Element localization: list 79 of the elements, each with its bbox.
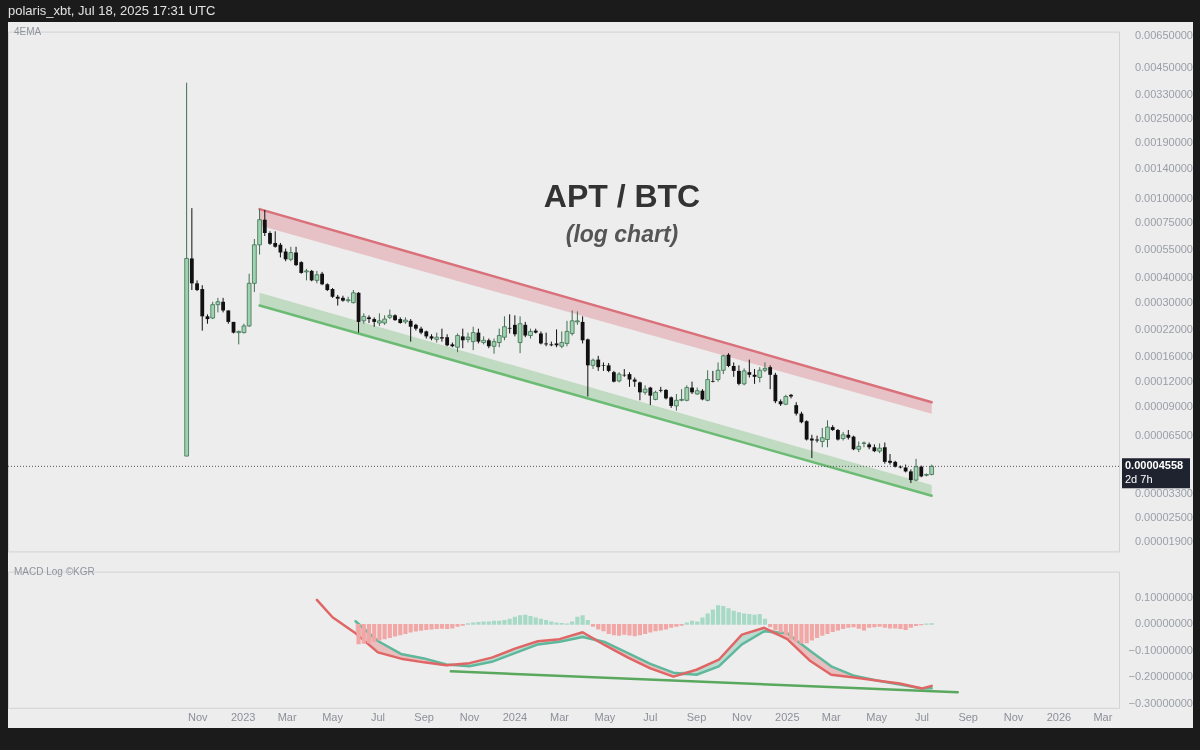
candlestick: [737, 364, 741, 386]
candlestick: [262, 209, 267, 237]
bar: [814, 624, 820, 638]
y-tick-label: 0.00009000: [1134, 400, 1193, 413]
candlestick: [648, 386, 653, 406]
y-tick-label: 0.00040000: [1134, 271, 1193, 283]
x-tick-label: May: [322, 711, 344, 724]
chart-title: MACD Log ©KGR: [14, 566, 95, 577]
bar: [715, 605, 721, 625]
x-tick-label: 2024: [502, 711, 528, 724]
y-tick-label: 0.00012000: [1134, 375, 1193, 388]
y-tick-label: 0.00001900: [1134, 535, 1193, 548]
x-tick-label: 2026: [1046, 711, 1072, 724]
y-tick-label: 0.00450000: [1134, 61, 1193, 74]
x-tick-label: 2023: [230, 711, 256, 724]
bar: [762, 618, 768, 625]
bar: [689, 620, 695, 625]
candlestick: [460, 328, 465, 349]
x-tick-label: Mar: [550, 711, 570, 724]
candlestick: [544, 332, 549, 347]
y-tick-label: 0.00022000: [1134, 322, 1193, 335]
y-tick-label: 0.00016000: [1134, 350, 1193, 363]
bar: [788, 624, 794, 640]
candlestick: [601, 361, 606, 372]
y-tick-label: 0.00190000: [1134, 135, 1193, 148]
bar: [366, 624, 372, 644]
candlestick: [512, 314, 517, 337]
y-tick-label: 0.00075000: [1134, 216, 1193, 229]
annotation: 4EMA: [14, 26, 42, 37]
candlestick: [768, 364, 773, 390]
bar: [538, 618, 544, 625]
x-tick-label: May: [594, 711, 616, 724]
ref-line-label: 0.00004558: [1125, 459, 1184, 472]
x-tick-label: Nov: [1003, 711, 1024, 724]
y-tick-label: 0.00002500: [1134, 511, 1193, 524]
text: APT / BTC: [542, 178, 702, 215]
x-tick-label: May: [866, 711, 888, 724]
text: polaris_xbt, Jul 18, 2025 17:31 UTC: [8, 3, 216, 18]
candlestick: [642, 384, 648, 396]
y-tick-label: −0.20000000: [1128, 670, 1193, 683]
candlestick: [705, 369, 710, 402]
y-tick-label: 0.00003300: [1134, 487, 1193, 500]
text: 2d 7h: [1125, 473, 1153, 486]
y-tick-label: 0.00000000: [1134, 617, 1193, 630]
y-tick-label: 0.00006500: [1134, 428, 1193, 441]
x-tick-label: Sep: [958, 711, 978, 724]
x-tick-label: Jul: [643, 711, 658, 724]
y-tick-label: 0.00650000: [1134, 29, 1193, 42]
y-tick-label: 0.00030000: [1134, 295, 1193, 308]
x-tick-label: Mar: [277, 711, 297, 724]
x-tick-label: Jul: [914, 711, 930, 724]
candlestick: [710, 370, 715, 383]
x-tick-label: 2025: [775, 711, 800, 724]
bar: [491, 620, 497, 625]
bar: [392, 624, 398, 637]
y-tick-label: −0.30000000: [1128, 696, 1193, 709]
candlestick: [455, 332, 460, 353]
candlestick: [861, 441, 867, 448]
x-tick-label: Jul: [370, 711, 385, 724]
x-tick-label: Nov: [188, 711, 209, 724]
bar: [590, 624, 596, 627]
x-tick-label: Nov: [732, 711, 753, 724]
x-tick-label: Mar: [821, 711, 842, 724]
bar: [439, 624, 445, 629]
candlestick: [367, 314, 371, 324]
x-tick-label: Sep: [686, 711, 707, 724]
text: (log chart): [564, 221, 680, 248]
y-tick-label: 0.00100000: [1134, 191, 1193, 204]
candlestick: [517, 315, 523, 354]
y-tick-label: 0.10000000: [1134, 591, 1193, 604]
y-tick-label: −0.10000000: [1128, 643, 1193, 656]
y-tick-label: 0.00330000: [1134, 87, 1193, 100]
bar: [861, 624, 867, 631]
y-tick-label: 0.00140000: [1134, 162, 1193, 175]
x-tick-label: Nov: [459, 711, 480, 724]
x-tick-label: Sep: [414, 711, 434, 724]
y-tick-label: 0.00055000: [1134, 243, 1193, 256]
x-tick-label: Mar: [1093, 711, 1113, 724]
y-tick-label: 0.00250000: [1134, 112, 1193, 125]
